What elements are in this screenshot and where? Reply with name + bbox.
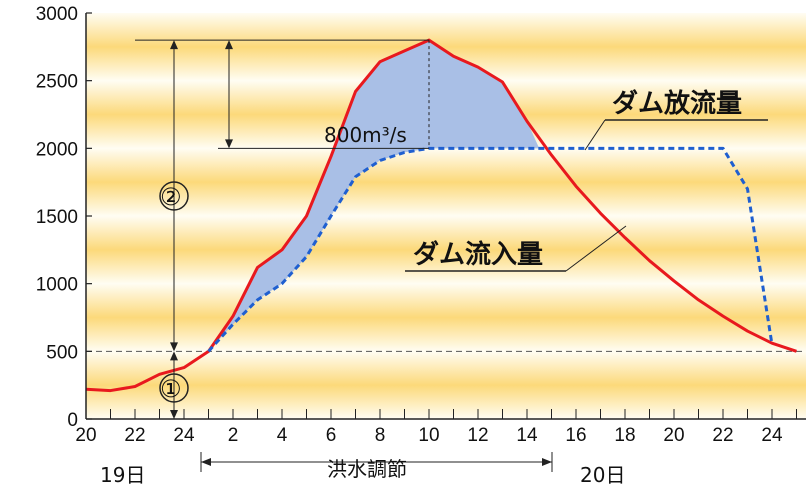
arrow-head [542,458,552,466]
x-tick-label: 24 [761,425,783,446]
x-tick-label: 4 [277,425,288,446]
day-20-label: 20日 [580,463,625,487]
x-tick-label: 16 [565,425,586,446]
y-tick-label: 500 [46,342,78,363]
x-tick-label: 22 [124,425,145,446]
inflow-series-line [86,38,797,393]
reduction-area-layer [208,40,540,352]
background-band [86,148,806,216]
x-tick-label: 2 [228,425,239,446]
zone-1-marker: ① [160,375,182,403]
arrow-head [170,40,178,50]
arrow-head [201,458,211,466]
x-tick-label: 10 [418,425,439,446]
reduction-area [208,40,540,352]
y-tick-label: 1500 [36,207,78,228]
day-19-label: 19日 [100,463,145,487]
x-tick-label: 20 [663,425,684,446]
arrow-head [170,410,178,419]
y-tick-label: 2000 [36,139,78,160]
background-band [86,351,806,419]
outflow-label-leader [584,119,606,151]
dimension-lines [135,39,768,472]
y-tick-label: 2500 [36,72,78,93]
arrow-head [225,139,233,149]
y-tick-label: 1000 [36,275,78,296]
arrow-head [170,342,178,352]
x-tick-label: 18 [614,425,635,446]
y-tick-label: 0 [67,410,78,431]
zone-1-circle [159,373,189,403]
x-tick-label: 6 [326,425,337,446]
arrow-head [225,40,233,50]
outflow-series-line [207,146,774,353]
zone-2-marker: ② [160,183,182,211]
background-band [86,216,806,284]
x-tick-label: 22 [712,425,733,446]
zone-2-circle [159,181,189,211]
inflow-label: ダム流入量 [413,239,543,270]
x-tick-label: 24 [173,425,195,446]
outflow-label: ダム放流量 [612,88,742,119]
arrow-head [170,351,178,361]
series-layer [86,38,797,393]
x-tick-label: 12 [467,425,488,446]
control-period-label: 洪水調節 [327,457,407,481]
x-tick-label: 8 [375,425,386,446]
background-band [86,283,806,352]
inflow-label-leader [565,225,627,272]
y-tick-label: 3000 [36,4,78,25]
x-tick-label: 20 [75,425,96,446]
x-tick-label: 14 [516,425,538,446]
peak-cut-label: 800m³/s [324,123,407,147]
